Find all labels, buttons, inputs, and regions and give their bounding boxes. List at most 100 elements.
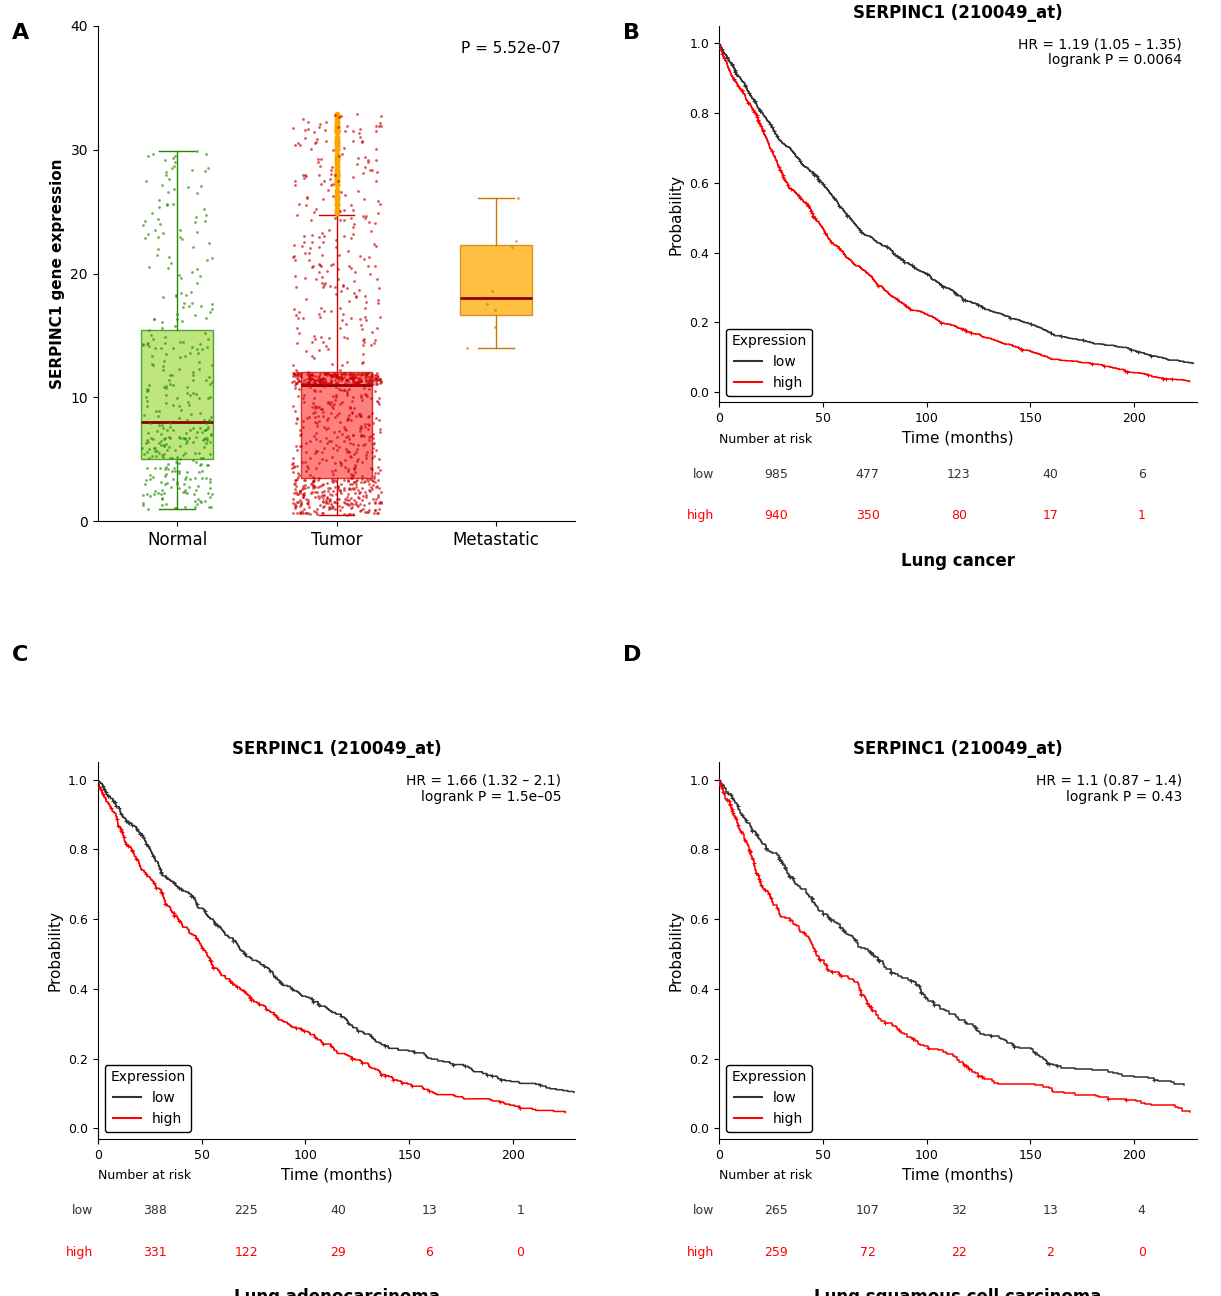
Point	[309, 406, 328, 426]
Point	[363, 321, 382, 342]
Point	[194, 447, 214, 468]
Point	[319, 364, 338, 385]
Point	[319, 477, 338, 498]
Point	[326, 367, 346, 388]
Point	[321, 491, 341, 512]
Point	[346, 375, 365, 395]
Point	[360, 367, 380, 388]
Point	[341, 207, 360, 228]
Point	[331, 455, 350, 476]
Point	[145, 457, 165, 478]
Point	[369, 277, 388, 298]
Point	[347, 286, 366, 307]
Point	[316, 492, 336, 513]
Point	[138, 146, 158, 167]
Text: high: high	[686, 509, 714, 522]
Point	[302, 257, 321, 277]
Point	[310, 165, 330, 185]
Point	[354, 329, 374, 350]
Point	[308, 397, 327, 417]
Point	[361, 365, 381, 386]
Point	[326, 105, 346, 126]
Point	[155, 459, 175, 480]
Point	[335, 469, 354, 490]
Point	[286, 249, 305, 270]
Point	[317, 410, 337, 430]
Point	[366, 369, 386, 390]
Y-axis label: Probability: Probability	[669, 910, 684, 991]
Point	[286, 266, 305, 286]
Point	[292, 236, 311, 257]
Point	[293, 373, 313, 394]
Text: 259: 259	[764, 1245, 788, 1258]
Point	[322, 498, 342, 518]
Point	[371, 372, 391, 393]
Point	[309, 486, 328, 507]
Point	[321, 371, 341, 391]
Point	[331, 106, 350, 127]
Point	[341, 363, 360, 384]
Point	[314, 275, 333, 295]
Point	[303, 364, 322, 385]
Point	[363, 412, 382, 433]
Point	[315, 371, 335, 391]
Point	[352, 365, 371, 386]
Point	[321, 403, 341, 424]
Point	[346, 473, 365, 494]
Point	[314, 502, 333, 522]
Point	[139, 438, 159, 459]
Point	[326, 499, 346, 520]
Point	[309, 340, 328, 360]
Point	[337, 369, 357, 390]
Point	[288, 205, 308, 226]
Point	[283, 503, 303, 524]
Point	[363, 428, 382, 448]
Point	[365, 213, 385, 233]
Point	[194, 429, 214, 450]
Point	[162, 364, 182, 385]
Point	[370, 369, 389, 390]
Point	[162, 461, 182, 482]
Point	[139, 336, 159, 356]
Point	[300, 377, 320, 398]
Text: 123: 123	[947, 468, 971, 481]
Point	[327, 371, 347, 391]
Point	[313, 482, 332, 503]
Point	[314, 301, 333, 321]
Point	[298, 494, 317, 515]
Point	[305, 482, 325, 503]
Point	[350, 308, 370, 329]
Point	[293, 478, 313, 499]
Point	[363, 442, 382, 463]
Point	[352, 132, 371, 153]
Point	[320, 477, 339, 498]
Point	[322, 438, 342, 459]
Point	[350, 500, 370, 521]
Point	[198, 483, 217, 504]
Point	[190, 447, 210, 468]
Point	[299, 371, 319, 391]
Point	[162, 420, 182, 441]
Point	[283, 457, 303, 478]
Point	[183, 362, 203, 382]
Point	[322, 157, 342, 178]
Point	[321, 430, 341, 451]
Point	[322, 470, 342, 491]
Point	[137, 457, 156, 478]
Point	[337, 371, 357, 391]
Point	[291, 492, 310, 513]
Point	[289, 323, 309, 343]
Point	[317, 260, 337, 281]
Point	[299, 372, 319, 393]
Point	[339, 404, 359, 425]
Point	[171, 332, 190, 353]
Point	[341, 258, 360, 279]
Point	[158, 473, 177, 494]
Point	[347, 367, 366, 388]
Point	[288, 467, 308, 487]
Point	[297, 373, 316, 394]
Point	[320, 373, 339, 394]
Point	[175, 480, 194, 500]
Point	[339, 504, 359, 525]
Point	[354, 249, 374, 270]
